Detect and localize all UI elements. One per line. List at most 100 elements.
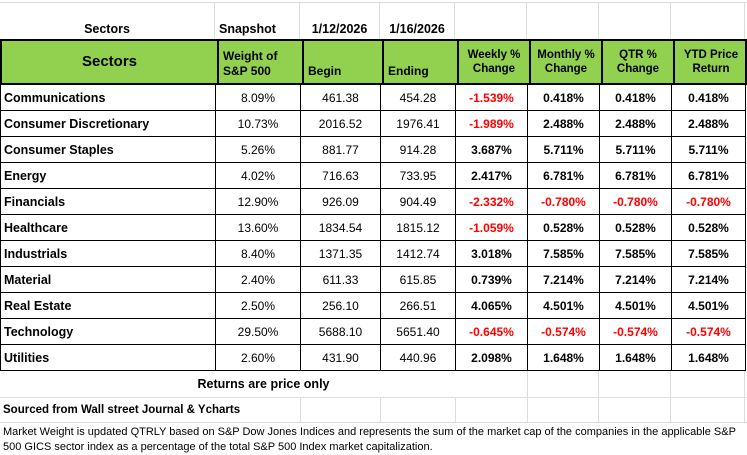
ytd-return-value: 2.488%: [672, 111, 746, 137]
weight-value: 2.60%: [216, 345, 301, 371]
header-weight: Weight of S&P 500: [217, 41, 302, 83]
ytd-return-value: 7.214%: [672, 267, 746, 293]
table-row-industrials: Industrials 8.40% 1371.35 1412.74 3.018%…: [0, 241, 747, 267]
ending-value: 440.96: [381, 345, 456, 371]
header-begin: Begin: [302, 41, 382, 83]
ending-value: 1976.41: [381, 111, 456, 137]
sector-name: Healthcare: [1, 215, 216, 241]
table-row-communications: Communications 8.09% 461.38 454.28 -1.53…: [0, 85, 747, 111]
qtr-change-value: 0.418%: [600, 85, 672, 111]
ytd-return-value: -0.574%: [672, 319, 746, 345]
weight-value: 2.50%: [216, 293, 301, 319]
gridline: [380, 398, 381, 422]
sector-name: Consumer Staples: [1, 137, 216, 163]
monthly-change-value: 2.488%: [528, 111, 600, 137]
ending-value: 914.28: [381, 137, 456, 163]
source-note: Sourced from Wall street Journal & Ychar…: [3, 404, 241, 416]
top-snapshot-label: Snapshot: [215, 3, 300, 39]
weekly-change-value: -0.645%: [456, 319, 528, 345]
begin-value: 5688.10: [301, 319, 381, 345]
monthly-change-value: -0.574%: [528, 319, 600, 345]
begin-value: 611.33: [301, 267, 381, 293]
ytd-return-value: 6.781%: [672, 163, 746, 189]
table-row-technology: Technology 29.50% 5688.10 5651.40 -0.645…: [0, 319, 747, 345]
table-row-healthcare: Healthcare 13.60% 1834.54 1815.12 -1.059…: [0, 215, 747, 241]
weight-value: 12.90%: [216, 189, 301, 215]
top-empty-cell: [599, 3, 671, 39]
top-empty-cell: [455, 3, 527, 39]
top-label-row: Sectors Snapshot 1/12/2026 1/16/2026: [0, 2, 747, 39]
header-weekly-change: Weekly % Change: [457, 41, 529, 83]
returns-note-row: Returns are price only: [0, 371, 747, 398]
sector-name: Industrials: [1, 241, 216, 267]
qtr-change-value: 7.214%: [600, 267, 672, 293]
weight-value: 29.50%: [216, 319, 301, 345]
gridline: [670, 398, 671, 422]
monthly-change-value: 7.214%: [528, 267, 600, 293]
begin-value: 431.90: [301, 345, 381, 371]
ytd-return-value: 0.528%: [672, 215, 746, 241]
begin-value: 881.77: [301, 137, 381, 163]
monthly-change-value: -0.780%: [528, 189, 600, 215]
weekly-change-value: -1.059%: [456, 215, 528, 241]
gridline: [744, 371, 745, 397]
ending-value: 904.49: [381, 189, 456, 215]
gridline: [300, 398, 301, 422]
top-sectors-label: Sectors: [0, 3, 215, 39]
qtr-change-value: 7.585%: [600, 241, 672, 267]
sector-name: Utilities: [1, 345, 216, 371]
qtr-change-value: -0.574%: [600, 319, 672, 345]
begin-value: 1371.35: [301, 241, 381, 267]
weight-value: 5.26%: [216, 137, 301, 163]
ytd-return-value: 1.648%: [672, 345, 746, 371]
table-row-consumer-staples: Consumer Staples 5.26% 881.77 914.28 3.6…: [0, 137, 747, 163]
header-qtr-change: QTR % Change: [601, 41, 673, 83]
market-weight-disclaimer: Market Weight is updated QTRLY based on …: [3, 426, 736, 453]
qtr-change-value: -0.780%: [600, 189, 672, 215]
weight-value: 2.40%: [216, 267, 301, 293]
weekly-change-value: -1.539%: [456, 85, 528, 111]
weekly-change-value: 4.065%: [456, 293, 528, 319]
top-empty-cell: [527, 3, 599, 39]
header-ending: Ending: [382, 41, 457, 83]
begin-value: 256.10: [301, 293, 381, 319]
table-row-real-estate: Real Estate 2.50% 256.10 266.51 4.065% 4…: [0, 293, 747, 319]
gridline: [598, 371, 599, 397]
weight-value: 13.60%: [216, 215, 301, 241]
weight-value: 8.40%: [216, 241, 301, 267]
sector-name: Technology: [1, 319, 216, 345]
ytd-return-value: 4.501%: [672, 293, 746, 319]
gridline: [598, 398, 599, 422]
gridline: [455, 398, 456, 422]
sector-name: Financials: [1, 189, 216, 215]
weekly-change-value: 0.739%: [456, 267, 528, 293]
monthly-change-value: 5.711%: [528, 137, 600, 163]
qtr-change-value: 6.781%: [600, 163, 672, 189]
sector-name: Communications: [1, 85, 216, 111]
header-ytd-return: YTD Price Return: [673, 41, 747, 83]
source-row: Sourced from Wall street Journal & Ychar…: [0, 398, 747, 423]
table-row-financials: Financials 12.90% 926.09 904.49 -2.332% …: [0, 189, 747, 215]
weight-value: 4.02%: [216, 163, 301, 189]
table-row-consumer-discretionary: Consumer Discretionary 10.73% 2016.52 19…: [0, 111, 747, 137]
gridline: [670, 371, 671, 397]
weight-value: 10.73%: [216, 111, 301, 137]
ending-value: 5651.40: [381, 319, 456, 345]
monthly-change-value: 4.501%: [528, 293, 600, 319]
ytd-return-value: 5.711%: [672, 137, 746, 163]
top-empty-cell: [671, 3, 745, 39]
monthly-change-value: 1.648%: [528, 345, 600, 371]
sector-name: Consumer Discretionary: [1, 111, 216, 137]
monthly-change-value: 0.418%: [528, 85, 600, 111]
table-row-material: Material 2.40% 611.33 615.85 0.739% 7.21…: [0, 267, 747, 293]
sector-name: Real Estate: [1, 293, 216, 319]
ytd-return-value: -0.780%: [672, 189, 746, 215]
ending-value: 1815.12: [381, 215, 456, 241]
ending-value: 615.85: [381, 267, 456, 293]
header-sectors: Sectors: [81, 52, 138, 70]
begin-value: 461.38: [301, 85, 381, 111]
ending-value: 454.28: [381, 85, 456, 111]
begin-value: 926.09: [301, 189, 381, 215]
qtr-change-value: 5.711%: [600, 137, 672, 163]
